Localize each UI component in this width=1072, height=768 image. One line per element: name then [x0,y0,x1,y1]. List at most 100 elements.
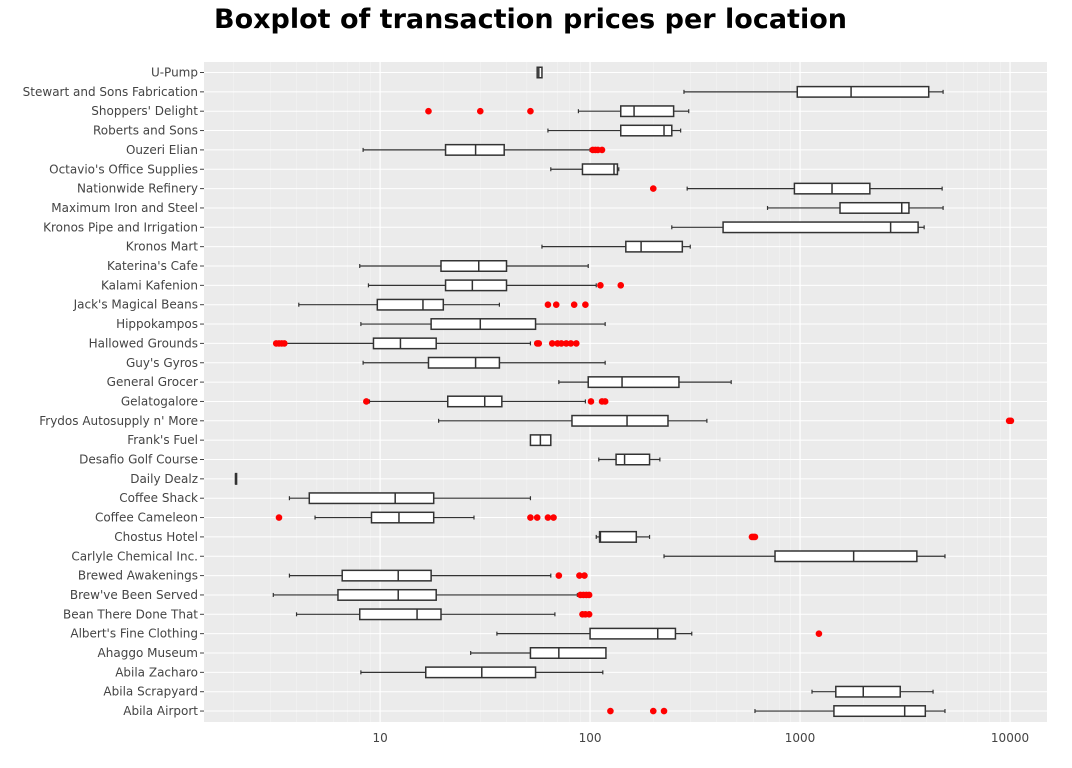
box [620,124,673,137]
box [581,163,619,176]
outlier-point [527,514,534,521]
box [370,511,435,524]
outlier-point [585,591,593,599]
y-tick-label: Katerina's Cafe [107,259,198,273]
outlier-point [275,514,283,521]
outlier-point [601,398,609,405]
y-tick-label: Nationwide Refinery [77,182,198,196]
x-tick-label: 100 [579,731,602,745]
y-tick-label: Kronos Pipe and Irrigation [43,220,198,234]
outlier-point [570,301,578,309]
box [536,66,543,79]
box [444,279,508,292]
outlier-point [567,340,575,347]
box [337,588,437,601]
outlier-point [1007,417,1015,425]
box [425,666,537,679]
outlier-point [425,107,432,115]
outlier-point [649,707,657,715]
box [722,221,919,234]
box [341,569,432,582]
box [529,647,607,659]
x-tick-label: 10000 [991,731,1029,745]
outlier-point [558,340,565,347]
box [833,705,927,718]
y-tick-label: Stewart and Sons Fabrication [23,85,198,99]
y-tick-label: Jack's Magical Beans [73,298,198,312]
chart-title: Boxplot of transaction prices per locati… [214,4,847,35]
y-tick-label: Ouzeri Elian [126,143,198,157]
outlier-point [544,301,552,309]
y-tick-label: Kalami Kafenion [101,278,198,292]
y-tick-label: Chostus Hotel [114,530,198,544]
outlier-point [751,533,759,541]
y-tick-label: Hallowed Grounds [89,336,198,350]
box [427,356,501,369]
outlier-point [660,707,668,715]
box [430,318,537,331]
outlier-point [815,630,823,637]
y-tick-label: Gelatogalore [121,394,198,408]
box [839,201,910,214]
box [625,240,684,253]
outlier-point [582,301,589,309]
box [598,530,638,543]
y-tick-label: Roberts and Sons [93,124,198,138]
box [308,492,435,505]
outlier-point [550,514,557,521]
y-tick-label: Ahaggo Museum [98,646,198,660]
y-tick-label: General Grocer [107,375,198,389]
outlier-point [576,572,583,579]
plot-background [204,62,1047,722]
outlier-point [533,514,541,521]
y-tick-label: Bean There Done That [63,607,198,621]
outlier-point [552,301,560,309]
y-tick-label: Abila Airport [123,704,198,718]
box [615,453,651,466]
outlier-point [598,146,606,154]
y-tick-label: Guy's Gyros [126,356,198,370]
outlier-point [573,340,580,347]
box [447,395,503,408]
x-tick-label: 10 [372,731,387,745]
box [589,627,677,640]
y-tick-label: Desafio Golf Course [79,453,198,467]
y-tick-label: Coffee Cameleon [95,511,198,525]
outlier-point [607,707,614,715]
y-tick-label: U-Pump [151,66,198,80]
outlier-point [527,107,534,115]
y-tick-label: Brewed Awakenings [78,569,198,583]
outlier-point [363,398,370,405]
box [358,608,442,621]
box [440,260,508,272]
outlier-point [555,572,563,579]
y-tick-label: Kronos Mart [126,240,199,254]
y-tick-label: Hippokampos [116,317,198,331]
outlier-point [562,340,570,347]
y-tick-label: Abila Scrapyard [103,685,198,699]
outlier-point [597,282,604,289]
x-tick-label: 1000 [785,731,816,745]
y-tick-label: Shoppers' Delight [91,104,198,118]
box [774,550,918,563]
y-tick-label: Brew've Been Served [70,588,198,602]
box [372,337,437,350]
outlier-point [544,514,552,521]
outlier-point [649,185,657,192]
y-tick-label: Frank's Fuel [127,433,198,447]
box [587,376,680,389]
y-tick-label: Carlyle Chemical Inc. [71,549,198,563]
outlier-point [281,340,288,347]
outlier-point [585,611,593,618]
plot-area: 10 100 1000 10000 U-Pump Stewart and Sons Fab… [23,62,1047,745]
y-tick-label: Daily Dealz [130,472,198,486]
outlier-point [587,398,595,405]
box [571,414,669,427]
y-tick-label: Frydos Autosupply n' More [39,414,198,428]
box [835,685,901,698]
box [620,105,675,118]
outlier-point [617,282,625,289]
outlier-point [581,572,588,579]
